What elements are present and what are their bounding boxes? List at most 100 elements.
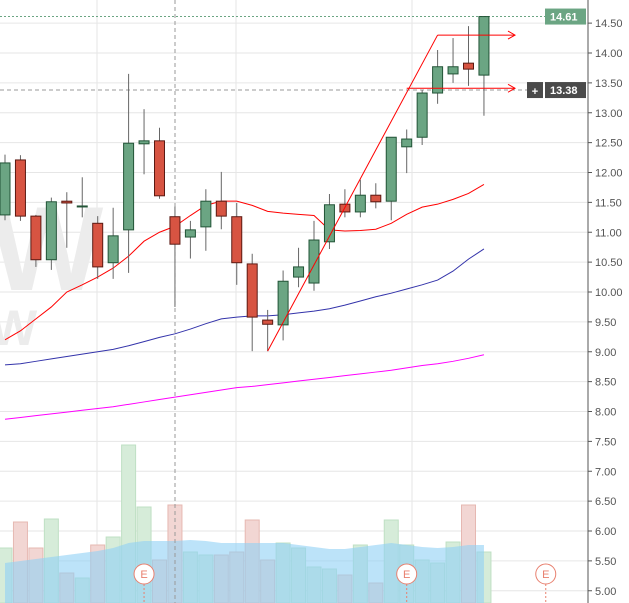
candle <box>293 247 305 288</box>
candle <box>92 216 104 279</box>
candle-body <box>200 200 212 228</box>
axis-tick-label: 13.50 <box>595 78 623 90</box>
earnings-marker <box>535 563 557 585</box>
candle-body <box>432 66 444 94</box>
candle <box>246 253 258 352</box>
arrow-head <box>507 83 517 93</box>
candle <box>447 38 459 83</box>
candle-body <box>138 140 150 145</box>
candle-body <box>478 16 490 76</box>
candle <box>385 136 397 221</box>
candle <box>308 220 320 291</box>
candle <box>231 202 243 285</box>
candle-body <box>246 263 258 318</box>
candle-body <box>370 194 382 203</box>
add-alert-button[interactable] <box>527 82 543 99</box>
candle <box>184 220 196 259</box>
candle <box>14 155 26 221</box>
candle-body <box>262 319 274 325</box>
watermark: W <box>0 300 38 356</box>
axis-tick-label: 7.00 <box>595 466 616 478</box>
axis-tick-label: 8.50 <box>595 377 616 389</box>
candle <box>107 207 119 279</box>
candle-body <box>354 194 366 213</box>
axis-tick-label: 5.50 <box>595 556 616 568</box>
candle-body <box>123 142 135 231</box>
candle-body <box>76 205 88 208</box>
earnings-label: E <box>140 569 147 581</box>
candle <box>354 179 366 218</box>
earnings-marker <box>133 563 155 585</box>
axis-tick-label: 9.00 <box>595 347 616 359</box>
axis-tick-label: 8.00 <box>595 407 616 419</box>
crosshair-price-label: 13.38 <box>550 85 578 97</box>
axis-tick-label: 13.00 <box>595 108 623 120</box>
candle <box>215 171 227 230</box>
axis-tick-label: 6.00 <box>595 526 616 538</box>
candle <box>323 194 335 249</box>
ma50-line <box>4 248 485 366</box>
candle-body <box>107 235 119 264</box>
axis-tick-label: 7.50 <box>595 436 616 448</box>
candle <box>169 206 181 307</box>
earnings-marker <box>396 563 418 585</box>
candle <box>416 90 428 146</box>
candle <box>45 197 57 270</box>
candle <box>200 189 212 251</box>
candle-body <box>323 204 335 243</box>
candle <box>76 177 88 218</box>
candle-body <box>0 162 11 216</box>
candle-body <box>447 66 459 75</box>
candle-body <box>61 200 73 204</box>
candle <box>138 109 150 175</box>
axis-tick-label: 10.50 <box>595 257 623 269</box>
candle <box>123 73 135 273</box>
axis-tick-label: 11.00 <box>595 227 622 239</box>
candle-body <box>30 215 42 261</box>
axis-tick-label: 9.50 <box>595 317 616 329</box>
candle-body <box>293 266 305 278</box>
candle-body <box>215 200 227 217</box>
candle <box>432 50 444 104</box>
candle <box>478 16 490 116</box>
candle-body <box>45 201 57 261</box>
volume-ma-area <box>5 540 484 603</box>
candle-body <box>169 216 181 245</box>
last-price-label: 14.61 <box>550 12 578 24</box>
candle <box>61 192 73 248</box>
candle <box>154 127 165 199</box>
candle <box>30 214 42 267</box>
candle-body <box>401 138 413 148</box>
axis-tick-label: 11.50 <box>595 197 622 209</box>
earnings-label: E <box>542 569 549 581</box>
axis-tick-label: 12.00 <box>595 168 623 180</box>
price-axis <box>588 0 629 603</box>
candle-body <box>92 222 104 268</box>
crosshair-price-badge <box>545 82 586 99</box>
candle-body <box>231 216 243 264</box>
axis-tick-label: 14.50 <box>595 18 623 30</box>
candle-body <box>308 239 320 284</box>
ma200-line <box>4 354 485 420</box>
arrow-head <box>507 30 517 40</box>
candle <box>0 154 11 221</box>
axis-tick-label: 5.00 <box>595 586 616 598</box>
candle-body <box>154 140 165 197</box>
candle-body <box>416 92 428 138</box>
candle-body <box>14 159 26 217</box>
axis-tick-label: 10.00 <box>595 287 623 299</box>
earnings-label: E <box>403 569 410 581</box>
candle-body <box>184 229 196 238</box>
axis-tick-label: 12.50 <box>595 138 623 150</box>
candle <box>262 309 274 352</box>
candle-body <box>385 136 397 202</box>
candle-body <box>277 280 289 326</box>
candle <box>370 183 382 209</box>
candle <box>401 129 413 174</box>
candle <box>463 26 474 86</box>
last-price-badge <box>545 8 586 25</box>
plus-icon[interactable]: + <box>532 86 538 98</box>
candle <box>277 270 289 341</box>
axis-tick-label: 14.00 <box>595 48 623 60</box>
